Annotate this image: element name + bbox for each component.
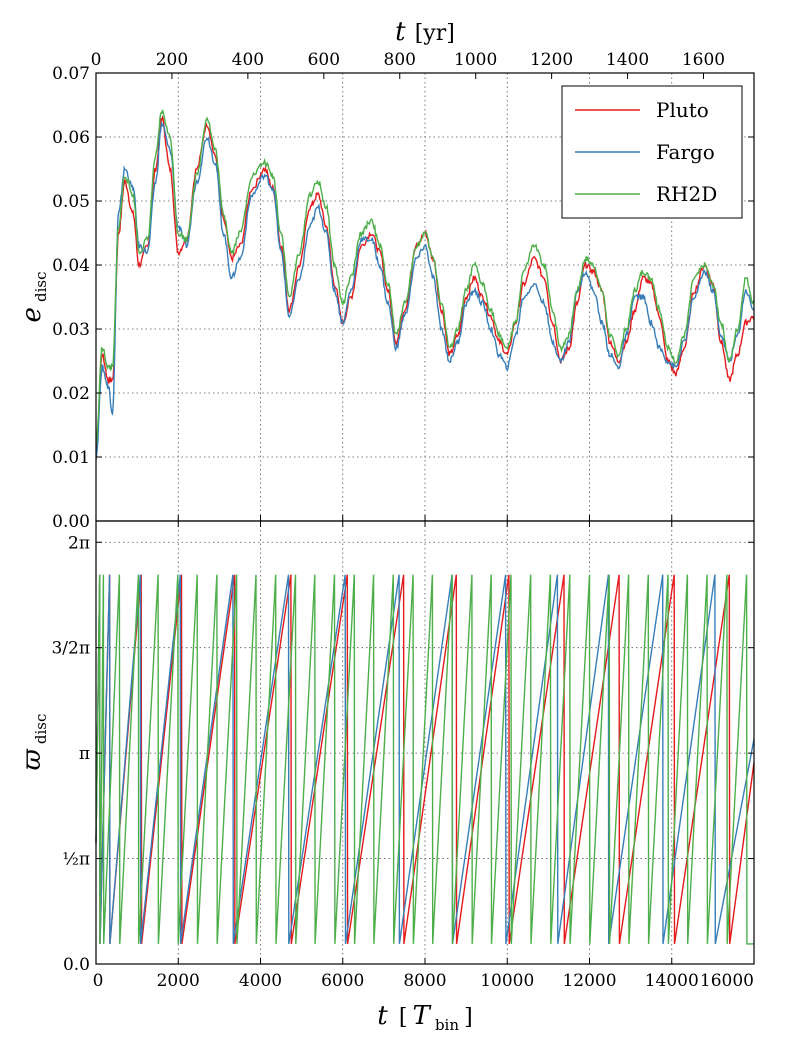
- bottom-x-axis-label-var: t: [377, 1001, 388, 1031]
- top-axis-yr-tick-label: 800: [384, 50, 416, 70]
- top-panel: 0.00 0.01 0.02 0.03 0.04 0.05 0.06 0.070 200 400 6…: [17, 17, 755, 532]
- top-series-line-rh2d: [95, 109, 755, 445]
- bottom-y-tick-label: 0.0: [63, 955, 90, 975]
- bottom-x-tick-label: 12000: [562, 971, 616, 991]
- top-y-tick-label: 0.06: [52, 128, 90, 148]
- top-axis-yr-tick-label: 1000: [454, 50, 497, 70]
- legend-label-rh2d: RH2D: [656, 182, 717, 206]
- bottom-x-tick-label: 10000: [480, 971, 534, 991]
- bottom-x-tick-label: 8000: [403, 971, 446, 991]
- bottom-x-tick-label: 16000: [700, 971, 754, 991]
- top-axis-yr-tick-label: 1200: [530, 50, 573, 70]
- bottom-series-lines: [95, 574, 755, 945]
- top-y-tick-label: 0.04: [52, 256, 90, 276]
- top-x-axis-label-unit: [yr]: [415, 21, 455, 46]
- bottom-y-tick-label: 3/2π: [51, 639, 90, 659]
- top-gridlines: [96, 73, 754, 521]
- bottom-y-tick-label: ½π: [62, 850, 90, 870]
- bottom-x-tick-label: 0: [93, 971, 104, 991]
- top-y-axis-label-var: e: [17, 307, 47, 322]
- bottom-axis-ticks: 0.0 ½π π 3/2π 2π 0 2000 4000 6000 8000 10000 12000 1…: [51, 521, 755, 991]
- bottom-x-axis-label-sub: bin: [435, 1016, 459, 1034]
- top-axis-yr-tick-label: 0: [91, 50, 102, 70]
- top-x-axis-label: t [yr]: [395, 17, 455, 47]
- bottom-x-tick-label: 14000: [645, 971, 699, 991]
- bottom-y-tick-label: π: [79, 744, 90, 764]
- bottom-x-tick-label: 6000: [321, 971, 364, 991]
- bottom-y-axis-label: ϖ disc: [17, 714, 50, 771]
- top-axis-yr-tick-label: 1600: [682, 50, 725, 70]
- bottom-x-tick-label: 2000: [157, 971, 200, 991]
- top-y-axis-label-sub: disc: [32, 272, 50, 303]
- top-y-tick-label: 0.07: [52, 64, 90, 84]
- top-axis-yr-tick-label: 1400: [606, 50, 649, 70]
- legend-label-fargo: Fargo: [656, 140, 715, 164]
- bottom-series-line-rh2d: [95, 574, 754, 945]
- top-axis-yr-tick-label: 200: [156, 50, 188, 70]
- top-axis-ticks: 0.00 0.01 0.02 0.03 0.04 0.05 0.06 0.070 200 400 6…: [52, 50, 755, 532]
- bottom-gridlines: [96, 521, 754, 964]
- top-y-tick-label: 0.00: [52, 512, 90, 532]
- bottom-x-axis-label: t [ T bin ]: [377, 1001, 472, 1034]
- bottom-x-axis-label-close: ]: [464, 1005, 473, 1030]
- legend-label-pluto: Pluto: [656, 98, 709, 122]
- top-series-lines: [95, 109, 755, 460]
- top-axis-yr-tick-label: 400: [232, 50, 264, 70]
- top-y-axis-label: e disc: [17, 272, 50, 323]
- top-y-tick-label: 0.02: [52, 384, 90, 404]
- top-y-tick-label: 0.01: [52, 448, 90, 468]
- bottom-x-tick-label: 4000: [239, 971, 282, 991]
- top-series-line-fargo: [95, 120, 755, 460]
- top-axis-yr-tick-label: 600: [308, 50, 340, 70]
- bottom-panel: 0.0 ½π π 3/2π 2π 0 2000 4000 6000 8000 10000 12000 1…: [17, 520, 755, 1034]
- top-y-tick-label: 0.05: [52, 192, 90, 212]
- bottom-x-axis-label-unit: T: [413, 1001, 432, 1031]
- bottom-x-axis-label-open: [: [399, 1005, 408, 1030]
- top-y-tick-label: 0.03: [52, 320, 90, 340]
- bottom-y-axis-label-var: ϖ: [17, 748, 47, 770]
- bottom-y-axis-label-sub: disc: [32, 714, 50, 745]
- bottom-y-tick-label: 2π: [68, 533, 90, 553]
- top-x-axis-label-var: t: [395, 17, 406, 47]
- legend: Pluto Fargo RH2D: [561, 85, 743, 219]
